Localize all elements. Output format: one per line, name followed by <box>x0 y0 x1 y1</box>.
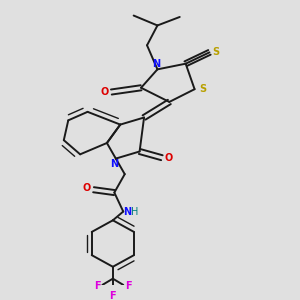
Text: S: S <box>212 47 220 57</box>
Text: H: H <box>131 207 139 218</box>
Text: N: N <box>110 159 118 169</box>
Text: F: F <box>110 291 116 300</box>
Text: N: N <box>152 59 160 69</box>
Text: S: S <box>199 84 206 94</box>
Text: N: N <box>123 206 131 217</box>
Text: O: O <box>83 183 91 193</box>
Text: F: F <box>125 281 132 291</box>
Text: O: O <box>101 87 109 97</box>
Text: F: F <box>94 281 101 291</box>
Text: O: O <box>164 153 172 163</box>
